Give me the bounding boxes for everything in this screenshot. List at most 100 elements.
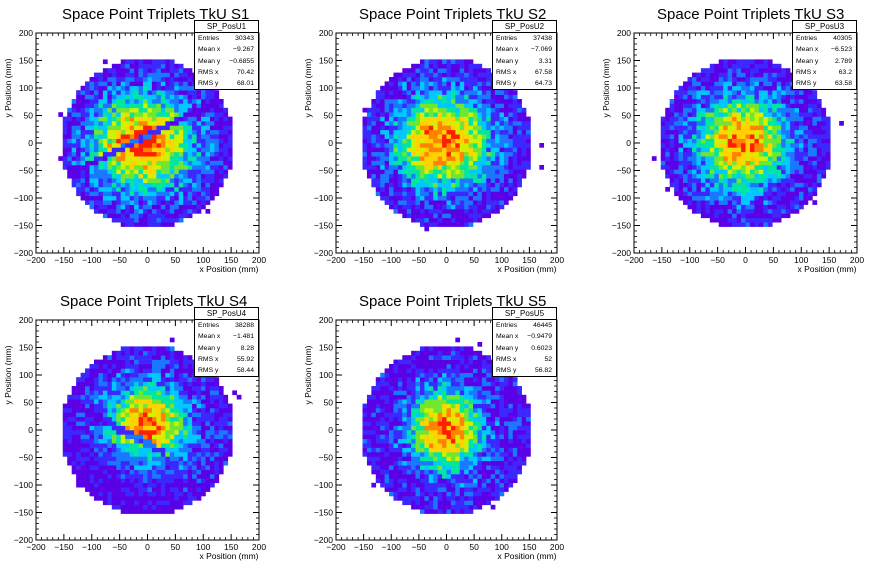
heatmap-cell: [503, 107, 509, 113]
heatmap-cell: [495, 151, 500, 157]
heatmap-cell: [366, 125, 372, 131]
heatmap-cell: [174, 147, 180, 153]
heatmap-cell: [80, 143, 86, 148]
heatmap-cell: [76, 178, 81, 183]
heatmap-cell: [93, 425, 99, 431]
heatmap-cell: [468, 204, 474, 210]
heatmap-cell: [120, 364, 126, 369]
heatmap-cell: [120, 434, 126, 440]
heatmap-cell: [76, 386, 81, 391]
heatmap-cell: [98, 421, 104, 426]
heatmap-cell: [201, 90, 206, 95]
heatmap-cell: [727, 107, 733, 113]
heatmap-cell: [468, 107, 474, 113]
heatmap-cell: [468, 94, 474, 100]
heatmap-cell: [678, 138, 684, 144]
heatmap-cell: [89, 156, 95, 161]
heatmap-cell: [362, 143, 368, 148]
heatmap-cell: [138, 482, 144, 488]
heatmap-cell: [709, 160, 715, 166]
heatmap-cell: [526, 165, 531, 170]
heatmap-cell: [816, 169, 822, 175]
heatmap-cell: [807, 147, 813, 153]
heatmap-cell: [227, 116, 233, 122]
heatmap-cell: [160, 447, 166, 453]
heatmap-cell: [102, 99, 108, 104]
heatmap-cell: [683, 169, 688, 175]
heatmap-cell: [772, 173, 778, 179]
heatmap-cell: [134, 465, 139, 470]
heatmap-cell: [709, 129, 715, 135]
heatmap-cell: [758, 121, 764, 126]
heatmap-cell: [709, 191, 715, 197]
heatmap-cell: [499, 160, 505, 166]
heatmap-cell: [85, 107, 90, 113]
heatmap-cell: [781, 107, 786, 113]
heatmap-cell: [772, 200, 778, 205]
heatmap-cell: [111, 173, 117, 179]
heatmap-cell: [459, 125, 465, 131]
heatmap-cell: [143, 195, 148, 201]
heatmap-cell: [375, 134, 381, 139]
heatmap-cell: [98, 386, 104, 391]
heatmap-cell: [116, 412, 122, 418]
heatmap-cell: [201, 147, 206, 153]
heatmap-cell: [129, 496, 135, 501]
heatmap-cell: [442, 169, 447, 175]
heatmap-cell: [691, 81, 697, 87]
heatmap-cell: [129, 213, 135, 219]
heatmap-cell: [151, 456, 157, 462]
heatmap-cell: [490, 134, 496, 139]
heatmap-cell: [138, 487, 144, 492]
heatmap-cell: [384, 178, 390, 183]
heatmap-cell: [732, 169, 737, 175]
heatmap-cell: [147, 390, 153, 396]
heatmap-cell: [71, 182, 77, 188]
heatmap-cell: [455, 129, 461, 135]
heatmap-cell: [727, 103, 733, 109]
heatmap-cell: [723, 147, 728, 153]
heatmap-cell: [178, 151, 184, 157]
heatmap-cell: [785, 99, 791, 104]
heatmap-cell: [129, 77, 135, 82]
heatmap-cell: [776, 107, 782, 113]
heatmap-cell: [665, 151, 670, 157]
heatmap-cell: [754, 85, 760, 91]
heatmap-cell: [366, 129, 372, 135]
heatmap-cell: [71, 452, 77, 457]
heatmap-cell: [799, 90, 804, 95]
heatmap-cell: [116, 121, 122, 126]
heatmap-cell: [687, 99, 693, 104]
heatmap-cell: [732, 191, 737, 197]
heatmap-cell: [120, 103, 126, 109]
stats-value: −9.267: [233, 46, 254, 54]
heatmap-cell: [80, 103, 86, 109]
heatmap-cell: [486, 160, 491, 166]
heatmap-cell: [107, 121, 113, 126]
heatmap-cell: [178, 169, 184, 175]
heatmap-cell: [76, 452, 81, 457]
heatmap-cell: [736, 59, 742, 65]
heatmap-cell: [794, 151, 800, 157]
heatmap-cell: [419, 156, 425, 161]
heatmap-cell: [111, 364, 117, 369]
heatmap-cell: [120, 368, 126, 374]
heatmap-cell: [178, 217, 184, 223]
heatmap-cell: [723, 81, 728, 87]
heatmap-cell: [790, 129, 795, 135]
heatmap-cell: [736, 85, 742, 91]
heatmap-cell: [165, 169, 171, 175]
heatmap-cell: [758, 63, 764, 69]
heatmap-cell: [196, 143, 202, 148]
heatmap-cell: [459, 68, 465, 73]
heatmap-cell: [776, 213, 782, 219]
heatmap-cell: [700, 213, 706, 219]
heatmap-cell: [156, 169, 162, 175]
heatmap-cell: [785, 187, 791, 192]
heatmap-cell: [700, 187, 706, 192]
heatmap-cell: [80, 90, 86, 95]
heatmap-cell: [754, 222, 760, 227]
heatmap-cell: [709, 169, 715, 175]
heatmap-cell: [98, 209, 104, 214]
heatmap-cell: [696, 147, 702, 153]
